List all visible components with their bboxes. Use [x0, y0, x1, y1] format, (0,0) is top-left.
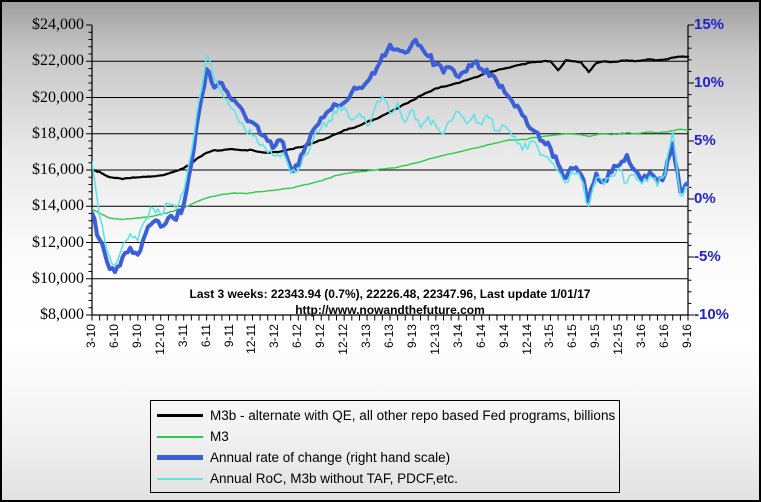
x-tick-label: 6-16 [657, 324, 672, 349]
y-left-tick-label: $10,000 [32, 269, 84, 287]
legend-line-sample [157, 435, 203, 438]
series-line-1 [92, 55, 689, 181]
website-url-annotation: http://www.nowandthefuture.com [295, 303, 485, 317]
x-tick-label: 3-10 [84, 324, 98, 349]
x-tick-label: 3-15 [542, 324, 557, 349]
legend-item: Annual RoC, M3b without TAF, PDCF,etc. [157, 468, 619, 489]
legend-item: M3b - alternate with QE, all other repo … [157, 405, 619, 426]
x-tick-label: 9-10 [129, 324, 144, 349]
x-tick-label: 6-11 [198, 324, 213, 348]
y-left-tick-label: $22,000 [32, 52, 84, 70]
x-tick-label: 6-15 [565, 324, 580, 349]
x-tick-label: 9-14 [496, 324, 511, 349]
series-line-4 [92, 54, 689, 266]
x-tick-label: 3-14 [450, 324, 465, 349]
x-tick-label: 6-12 [290, 324, 305, 349]
legend-line-sample [157, 477, 203, 480]
x-tick-label: 12-14 [519, 324, 534, 355]
x-tick-label: 12-13 [427, 324, 442, 355]
y-left-tick-label: $18,000 [32, 124, 84, 142]
x-tick-label: 12-10 [152, 324, 167, 355]
y-right-tick-label: -5% [694, 248, 721, 265]
legend-label: Annual RoC, M3b without TAF, PDCF,etc. [210, 471, 458, 486]
y-left-tick-label: $24,000 [32, 16, 84, 33]
series-line-3 [92, 37, 689, 275]
x-tick-label: 3-12 [267, 324, 282, 349]
x-tick-label: 9-13 [404, 324, 419, 349]
legend-line-sample [157, 455, 203, 460]
y-left-tick-label: $8,000 [40, 306, 84, 323]
x-tick-label: 9-12 [313, 324, 328, 349]
legend-line-sample [157, 414, 203, 417]
y-right-tick-label: 5% [694, 132, 716, 149]
legend-item: M3 [157, 426, 619, 447]
y-right-tick-label: 10% [694, 74, 725, 91]
x-tick-label: 12-15 [611, 324, 626, 355]
legend: M3b - alternate with QE, all other repo … [150, 400, 620, 493]
legend-label: M3 [210, 429, 229, 444]
y-right-tick-label: 15% [694, 16, 725, 33]
y-left-tick-label: $12,000 [32, 233, 84, 251]
legend-label: Annual rate of change (right hand scale) [210, 450, 451, 465]
legend-label: M3b - alternate with QE, all other repo … [210, 408, 616, 423]
x-tick-label: 9-11 [221, 324, 236, 348]
series-line-2 [92, 128, 689, 221]
y-right-tick-label: -10% [694, 306, 730, 323]
legend-item: Annual rate of change (right hand scale) [157, 447, 619, 468]
x-tick-label: 12-11 [244, 324, 259, 354]
y-left-tick-label: $14,000 [32, 197, 84, 215]
x-tick-label: 9-16 [680, 324, 694, 349]
y-left-tick-label: $20,000 [32, 88, 84, 106]
x-tick-label: 3-13 [359, 324, 374, 349]
x-tick-label: 3-16 [634, 324, 649, 349]
x-tick-label: 6-14 [473, 324, 488, 349]
x-tick-label: 6-10 [106, 324, 121, 349]
x-tick-label: 12-12 [336, 324, 351, 355]
y-right-tick-label: 0% [694, 190, 716, 207]
x-tick-label: 3-11 [175, 324, 190, 348]
x-tick-label: 9-15 [588, 324, 603, 349]
y-left-tick-label: $16,000 [32, 161, 84, 178]
x-tick-label: 6-13 [382, 324, 396, 349]
last-weeks-annotation: Last 3 weeks: 22343.94 (0.7%), 22226.48,… [189, 287, 591, 301]
